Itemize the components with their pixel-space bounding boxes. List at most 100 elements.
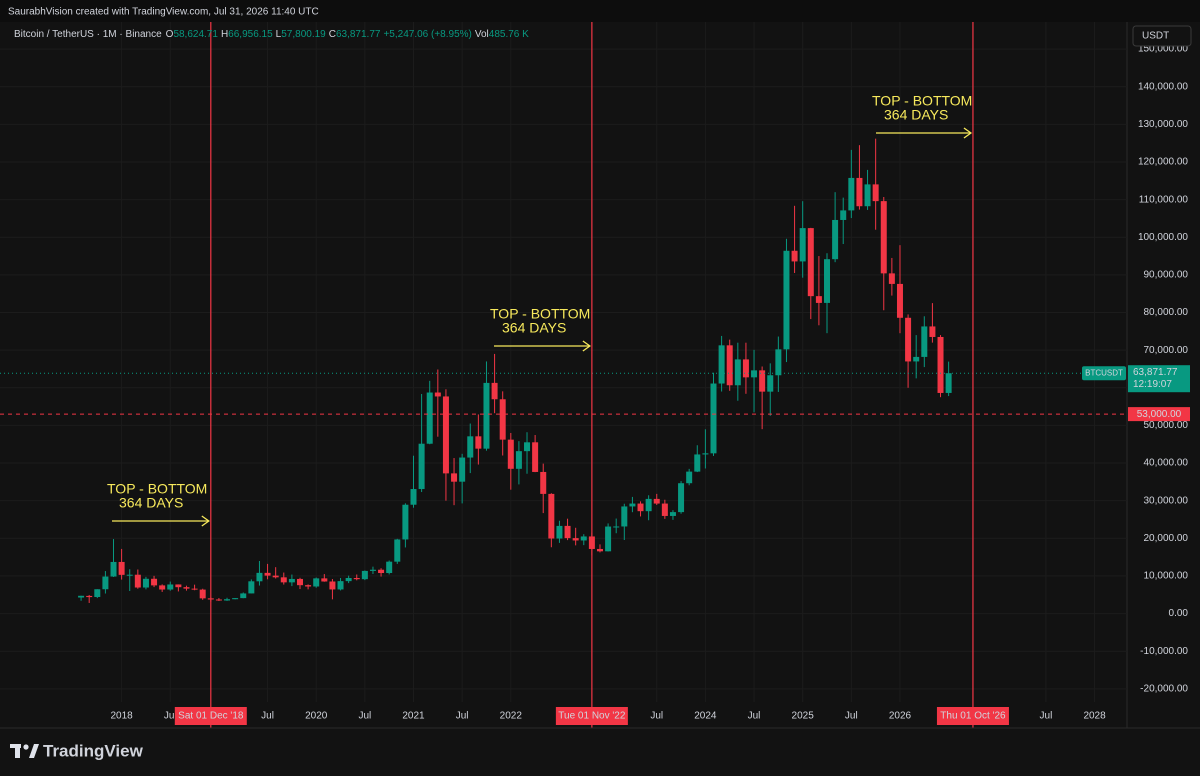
candle-body	[637, 503, 644, 512]
candle-body	[296, 578, 303, 586]
currency-box	[1132, 25, 1192, 47]
candle-body	[669, 512, 676, 516]
field-label: C	[329, 29, 336, 40]
candle-body	[629, 503, 636, 507]
symbol: Bitcoin / TetherUS · 1M · Binance	[14, 29, 162, 40]
y-tick-label: 100,000.00	[1138, 232, 1188, 243]
candle-body	[410, 489, 417, 505]
y-tick-label: 20,000.00	[1144, 533, 1189, 544]
x-tick-label: 2021	[402, 711, 425, 722]
candle-body	[532, 442, 539, 472]
candle-body	[361, 570, 368, 580]
level-label: 53,000.00	[1137, 409, 1182, 420]
candle-body	[248, 581, 255, 594]
candle-body	[742, 359, 749, 378]
candle-body	[856, 177, 863, 207]
candle-body	[621, 506, 628, 527]
candle-body	[183, 587, 190, 589]
y-tick-label: -10,000.00	[1140, 646, 1188, 657]
y-tick-label: 110,000.00	[1139, 194, 1189, 205]
x-tick-label: Jul	[845, 711, 858, 722]
candle-body	[791, 250, 798, 262]
candle-body	[556, 525, 563, 539]
annotation-arrowhead	[582, 340, 591, 352]
candle-body	[499, 399, 506, 440]
candle-body	[734, 359, 741, 386]
y-tick-label: -20,000.00	[1140, 683, 1188, 694]
field-value: +5,247.06 (+8.95%)	[383, 29, 471, 40]
candle-body	[78, 595, 85, 598]
annotation-text: 364 DAYS	[119, 495, 183, 511]
date-label: Tue 01 Nov '22	[558, 711, 626, 722]
candles	[78, 138, 952, 603]
field-label: Vol	[475, 29, 489, 40]
x-tick-label: 2028	[1083, 711, 1106, 722]
candle-body	[702, 453, 709, 455]
candle-body	[751, 370, 758, 378]
candle-body	[694, 454, 701, 472]
candle-body	[783, 250, 790, 350]
candle-body	[524, 442, 531, 452]
candle-body	[402, 504, 409, 540]
candle-body	[799, 228, 806, 262]
y-tick-label: 50,000.00	[1144, 420, 1189, 431]
candle-body	[280, 577, 287, 583]
candle-body	[224, 599, 231, 601]
symbol-label: BTCUSDT	[1085, 368, 1123, 377]
date-tag	[936, 707, 1009, 725]
candle-body	[767, 375, 774, 392]
candle-body	[337, 581, 344, 590]
candle-body	[426, 392, 433, 444]
candle-body	[288, 578, 295, 583]
field-value: 66,956.15	[228, 29, 273, 40]
x-tick-label: Jul	[261, 711, 274, 722]
candle-body	[394, 539, 401, 562]
candle-body	[369, 569, 376, 571]
candle-body	[945, 373, 952, 393]
candle-body	[329, 581, 336, 590]
x-tick-label: Jul	[164, 711, 177, 722]
annotation-text: 364 DAYS	[502, 320, 566, 336]
candle-body	[321, 578, 328, 582]
candle-body	[272, 575, 279, 578]
candle-body	[142, 578, 149, 588]
candle-body	[678, 483, 685, 513]
y-tick-label: 150,000.00	[1138, 44, 1188, 55]
annotation-text: TOP - BOTTOM	[107, 481, 207, 497]
candle-body	[815, 296, 822, 303]
y-tick-label: 80,000.00	[1144, 307, 1189, 318]
y-tick-label: 90,000.00	[1144, 270, 1189, 281]
candle-body	[256, 572, 263, 582]
candle-body	[451, 473, 458, 482]
candle-body	[313, 578, 320, 587]
candle-body	[645, 498, 652, 512]
footer-logo-mark	[10, 744, 39, 758]
candle-body	[483, 382, 490, 449]
price-label: 63,871.77	[1133, 367, 1178, 378]
candle-body	[888, 273, 895, 284]
candle-body	[572, 538, 579, 541]
candle-body	[564, 525, 571, 539]
candle-body	[118, 561, 125, 575]
candle-body	[872, 184, 879, 202]
annotation-arrowhead	[201, 515, 210, 527]
y-tick-label: 130,000.00	[1138, 119, 1188, 130]
y-tick-label: 140,000.00	[1138, 81, 1188, 92]
candle-body	[775, 349, 782, 376]
candle-body	[726, 345, 733, 386]
candle-body	[110, 561, 117, 577]
y-tick-label: 10,000.00	[1144, 571, 1189, 582]
candle-body	[215, 599, 222, 601]
level-tag	[1128, 407, 1190, 422]
candle-body	[159, 585, 166, 590]
y-tick-label: 30,000.00	[1144, 495, 1189, 506]
y-tick-label: 120,000.00	[1138, 157, 1188, 168]
candle-body	[442, 396, 449, 474]
candle-body	[378, 569, 385, 574]
field-value: 57,800.19	[281, 29, 326, 40]
candle-body	[475, 436, 482, 449]
field-value: 58,624.71	[173, 29, 218, 40]
candle-body	[840, 210, 847, 220]
x-tick-label: Jul	[1040, 711, 1053, 722]
